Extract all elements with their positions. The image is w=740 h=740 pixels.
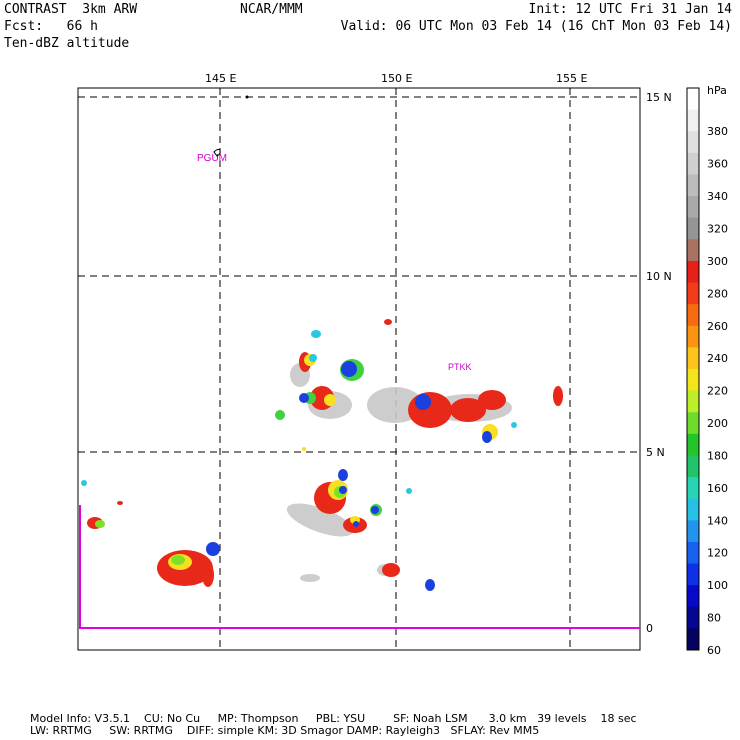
colorbar-unit: hPa — [707, 84, 727, 97]
colorbar-swatch — [687, 152, 699, 175]
colorbar-label: 200 — [707, 417, 728, 430]
colorbar-swatch — [687, 239, 699, 262]
colorbar-label: 320 — [707, 223, 728, 236]
colorbar-swatch — [687, 455, 699, 478]
colorbar-label: 280 — [707, 287, 728, 300]
guam-coastline — [213, 148, 221, 157]
colorbar-swatch — [687, 520, 699, 543]
valid-time: Valid: 06 UTC Mon 03 Feb 14 (16 ChT Mon … — [340, 19, 732, 34]
model-info-line1: Model Info: V3.5.1 CU: No Cu MP: Thompso… — [30, 712, 637, 725]
domain-boundary — [79, 505, 640, 629]
lat-label: 5 N — [646, 446, 665, 459]
colorbar-label: 140 — [707, 514, 728, 527]
colorbar-label: 220 — [707, 385, 728, 398]
graticule — [78, 88, 640, 650]
colorbar-label: 260 — [707, 320, 728, 333]
colorbar-swatch — [687, 433, 699, 456]
colorbar-swatch — [687, 282, 699, 305]
colorbar-swatch — [687, 131, 699, 154]
colorbar-swatch — [687, 88, 699, 111]
colorbar-frame — [686, 87, 700, 651]
colorbar-label: 300 — [707, 255, 728, 268]
colorbar-swatch — [687, 304, 699, 327]
colorbar-swatch — [687, 325, 699, 348]
colorbar-swatch — [687, 217, 699, 240]
model-title: CONTRAST 3km ARW — [4, 2, 138, 17]
lon-label: 155 E — [556, 72, 587, 85]
station-ptkk: PTKK — [448, 362, 472, 372]
model-info-line2: LW: RRTMG SW: RRTMG DIFF: simple KM: 3D … — [30, 724, 540, 737]
colorbar-label: 160 — [707, 482, 728, 495]
colorbar-swatch — [687, 541, 699, 565]
forecast-hour: Fcst: 66 h — [4, 19, 98, 34]
colorbar-swatch — [687, 477, 699, 500]
colorbar-swatch — [687, 563, 699, 586]
lat-label: 10 N — [646, 270, 672, 283]
colorbar-swatch — [687, 260, 699, 284]
colorbar-swatch — [687, 390, 699, 413]
colorbar-label: 180 — [707, 449, 728, 462]
colorbar-swatch — [687, 412, 699, 435]
station-pgum: PGUM — [197, 153, 227, 164]
org-label: NCAR/MMM — [240, 2, 303, 17]
field-name: Ten-dBZ altitude — [4, 36, 130, 51]
colorbar: 380 360 340 320 300 280 260 240 220 200 180 160 140 1… — [686, 87, 728, 657]
colorbar-label: 240 — [707, 352, 728, 365]
lat-label: 15 N — [646, 91, 672, 104]
colorbar-label: 360 — [707, 158, 728, 171]
colorbar-swatch — [687, 196, 699, 219]
cloud-blue-cores — [81, 330, 517, 591]
colorbar-label: 380 — [707, 125, 728, 138]
lon-label: 150 E — [381, 72, 412, 85]
colorbar-label: 60 — [707, 644, 721, 657]
colorbar-swatch — [687, 109, 699, 132]
colorbar-swatch — [687, 498, 699, 521]
colorbar-swatch — [687, 606, 699, 629]
colorbar-swatch — [687, 347, 699, 370]
island-marker — [245, 95, 249, 99]
lon-label: 145 E — [205, 72, 236, 85]
colorbar-label: 100 — [707, 579, 728, 592]
colorbar-swatch — [687, 174, 699, 197]
lat-label: 0 — [646, 622, 653, 635]
colorbar-swatch — [687, 628, 699, 651]
colorbar-label: 120 — [707, 547, 728, 560]
init-time: Init: 12 UTC Fri 31 Jan 14 — [528, 2, 733, 17]
colorbar-label: 340 — [707, 190, 728, 203]
colorbar-label: 80 — [707, 612, 721, 625]
colorbar-swatch — [687, 585, 699, 608]
colorbar-swatch — [687, 369, 699, 392]
